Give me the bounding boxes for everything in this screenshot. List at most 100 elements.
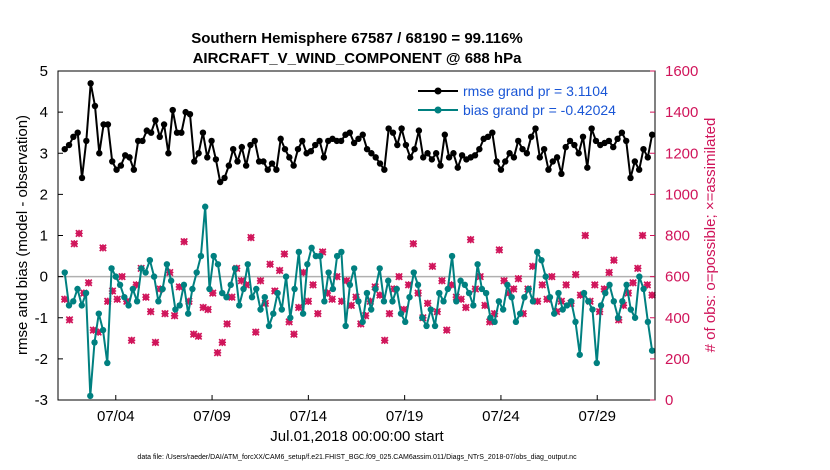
bias-point [299,310,307,317]
rmse-point [65,141,73,149]
rmse-point [407,154,414,161]
obs-assimilated-marker [385,309,394,318]
bias-point [623,281,630,289]
bias-point [91,339,98,346]
rmse-point [402,141,410,149]
legend-box [412,78,650,122]
obs-assimilated-marker [428,262,437,271]
rmse-point [420,154,427,161]
bias-point [227,281,234,289]
bias-point [568,298,575,305]
obs-assimilated-marker [99,244,107,252]
bias-point [363,289,371,297]
bias-point [499,306,507,313]
bias-point [640,285,647,293]
bias-point [393,285,400,293]
bias-point [563,302,571,309]
bias-point [201,203,209,210]
bias-point [636,273,643,280]
obs-assimilated-marker [438,276,446,285]
left-y-tick-label: 5 [40,63,48,80]
obs-assimilated-marker [247,233,255,242]
obs-assimilated-marker [170,311,179,320]
rmse-point [350,139,358,147]
rmse-point [437,162,444,169]
right-y-tick-label: 1000 [665,186,698,203]
obs-assimilated-marker [213,348,222,357]
obs-assimilated-marker [290,330,298,338]
obs-assimilated-marker [629,279,637,287]
bias-point [78,302,85,309]
bias-point [304,261,311,268]
bias-point [478,285,486,293]
rmse-point [553,154,561,161]
rmse-point [631,158,639,165]
obs-assimilated-marker [538,281,547,289]
rmse-point [497,166,505,173]
rmse-point [424,150,431,157]
legend-rmse-label: rmse grand pr = 3.1104 [463,83,608,99]
bias-point [180,281,188,289]
bias-point [367,306,375,313]
bias-point [529,298,537,305]
bias-point [155,298,162,305]
obs-assimilated-marker [314,309,322,318]
chart-title: Southern Hemisphere 67587 / 68190 = 99.1… [191,30,522,47]
x-tick-label: 07/19 [386,408,424,425]
bias-point [104,359,111,367]
rmse-point [186,110,194,118]
obs-assimilated-marker [127,336,136,345]
right-y-axis: 0 200 400 600 800 1000 1200 1400 1600 [650,63,698,409]
rmse-point [264,166,271,173]
bias-point [585,298,592,305]
rmse-point [355,135,362,143]
rmse-point [510,154,518,161]
rmse-point [117,162,125,169]
bias-point [533,248,541,256]
chart-subtitle: AIRCRAFT_V_WIND_COMPONENT @ 688 hPa [193,50,523,67]
obs-assimilated-marker [194,332,203,341]
right-y-axis-label: # of obs: o=possible; ×=assimilated [702,118,719,353]
rmse-point [381,166,388,173]
bias-point [440,298,447,305]
rmse-point [212,156,220,163]
bias-point [74,285,81,293]
rmse-point [368,150,375,157]
obs-assimilated-marker [514,274,523,283]
obs-assimilated-marker [275,266,284,275]
bias-point [146,256,154,264]
rmse-point [523,150,531,157]
bias-point [474,261,481,268]
obs-assimilated-marker [189,330,198,338]
rmse-point [592,137,600,145]
rmse-point [225,162,233,169]
rmse-point [87,80,94,87]
rmse-point [130,166,138,173]
left-y-tick-label: 4 [40,104,48,121]
bias-point [470,302,477,309]
rmse-point [147,129,155,136]
rmse-point [74,129,81,136]
rmse-point [579,133,587,140]
bias-point [521,293,528,301]
rmse-point [450,150,457,157]
bias-point [244,261,251,268]
bias-point [82,289,90,297]
rmse-point [139,137,146,145]
bias-point [61,269,68,276]
rmse-point [376,160,384,167]
rmse-point [78,174,86,182]
rmse-point [91,102,99,110]
bias-point [287,314,294,321]
rmse-point [234,158,241,165]
obs-assimilated-marker [509,285,518,293]
obs-assimilated-marker [466,235,475,244]
rmse-point [584,164,591,171]
left-y-tick-label: -1 [35,310,48,327]
rmse-point [251,137,258,145]
legend: rmse grand pr = 3.1104 bias grand pr = -… [412,78,650,122]
obs-assimilated-marker [65,316,74,324]
obs-assimilated-marker [218,338,227,347]
rmse-point [160,121,168,128]
bias-point [538,256,545,264]
